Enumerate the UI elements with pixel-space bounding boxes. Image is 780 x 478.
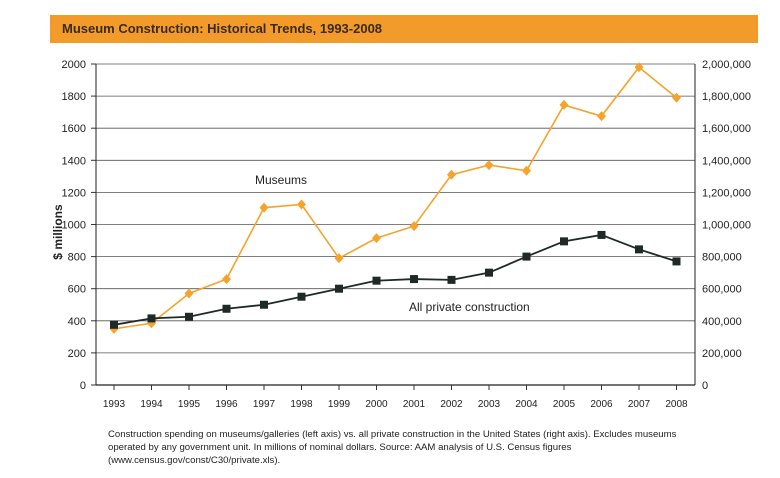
x-axis-tick-label: 2008	[665, 399, 688, 410]
museums-data-point	[484, 160, 494, 171]
museums-series-label: Museums	[255, 173, 307, 187]
x-axis-tick-label: 2001	[403, 399, 426, 410]
museums-data-point	[222, 274, 231, 285]
right-axis-tick-label: 1,000,000	[702, 220, 751, 232]
x-axis-tick-label: 2004	[515, 399, 538, 410]
left-axis-tick-label: 400	[68, 316, 86, 328]
x-axis-tick-label: 2007	[628, 399, 651, 410]
left-axis-tick-label: 800	[68, 252, 86, 264]
x-axis-tick-label: 1998	[290, 399, 313, 410]
left-axis-tick-label: 1200	[62, 187, 86, 199]
right-axis-tick-label: 0	[702, 380, 708, 392]
right-axis-tick-label: 1,200,000	[702, 187, 751, 199]
left-axis-tick-label: 1400	[62, 155, 86, 167]
series-line-museums	[113, 66, 678, 330]
left-axis-tick-label: 1600	[62, 123, 86, 135]
right-axis-tick-label: 400,000	[702, 316, 742, 328]
x-axis-tick-label: 1995	[178, 399, 201, 410]
x-axis-tick-label: 1994	[140, 399, 163, 410]
y-axis-label: $ millions	[51, 204, 65, 260]
museums-data-point	[334, 253, 344, 264]
left-axis-tick-label: 200	[68, 348, 86, 360]
private-construction-data-point	[147, 314, 156, 323]
private-construction-data-point	[335, 284, 343, 293]
right-axis-tick-label: 2,000,000	[702, 59, 751, 71]
x-axis-tick-label: 1993	[103, 399, 126, 410]
private-construction-data-point	[372, 276, 381, 285]
series-line-all-private-construction	[113, 234, 677, 326]
right-axis-tick-label: 800,000	[702, 252, 742, 264]
private-construction-data-point	[597, 230, 606, 239]
chart-caption: Construction spending on museums/galleri…	[108, 429, 677, 466]
private-construction-data-point	[110, 320, 118, 329]
left-axis-tick-label: 0	[80, 380, 86, 392]
private-construction-series-label: All private construction	[409, 300, 530, 314]
private-construction-data-point	[560, 237, 568, 246]
left-axis-tick-label: 600	[68, 284, 86, 296]
private-construction-data-point	[485, 268, 493, 277]
private-construction-data-point	[260, 300, 268, 309]
private-construction-data-point	[522, 252, 531, 261]
x-axis-tick-label: 1997	[253, 399, 276, 410]
museums-data-point	[447, 169, 456, 180]
left-axis-tick-label: 2000	[62, 59, 86, 71]
x-axis-tick-label: 2000	[365, 399, 388, 410]
right-axis-tick-label: 200,000	[702, 348, 742, 360]
museums-data-point	[409, 221, 419, 232]
private-construction-data-point	[672, 257, 681, 266]
left-axis-tick-label: 1000	[62, 220, 86, 232]
museums-data-point	[634, 62, 644, 73]
private-construction-data-point	[185, 312, 193, 321]
right-axis-tick-label: 1,400,000	[702, 155, 751, 167]
private-construction-data-point	[222, 304, 231, 313]
private-construction-data-point	[447, 275, 456, 284]
right-axis-tick-label: 1,600,000	[702, 123, 751, 135]
museums-data-point	[259, 202, 269, 213]
x-axis-tick-label: 2006	[590, 399, 613, 410]
museums-data-point	[297, 199, 306, 210]
chart-title-bar: Museum Construction: Historical Trends, …	[50, 15, 758, 43]
x-axis-tick-label: 2002	[440, 399, 463, 410]
right-axis-tick-label: 1,800,000	[702, 91, 751, 103]
private-construction-data-point	[297, 292, 306, 301]
private-construction-data-point	[635, 245, 643, 254]
right-axis-tick-label: 600,000	[702, 284, 742, 296]
x-axis-tick-label: 1996	[215, 399, 238, 410]
museums-data-point	[597, 111, 606, 122]
chart-area: 0 0 200 200,000 400 400,000 600 600,000 800 800,0…	[51, 59, 751, 410]
museums-data-point	[372, 233, 381, 244]
private-construction-data-point	[410, 275, 418, 284]
x-axis-tick-label: 1999	[328, 399, 351, 410]
chart-title: Museum Construction: Historical Trends, …	[62, 21, 383, 36]
museums-data-point	[672, 92, 681, 103]
x-axis-tick-label: 2005	[553, 399, 576, 410]
left-axis-tick-label: 1800	[62, 91, 86, 103]
museums-data-point	[522, 165, 531, 176]
x-axis-tick-label: 2003	[478, 399, 501, 410]
museums-data-point	[559, 99, 569, 110]
museums-data-point	[184, 288, 194, 299]
